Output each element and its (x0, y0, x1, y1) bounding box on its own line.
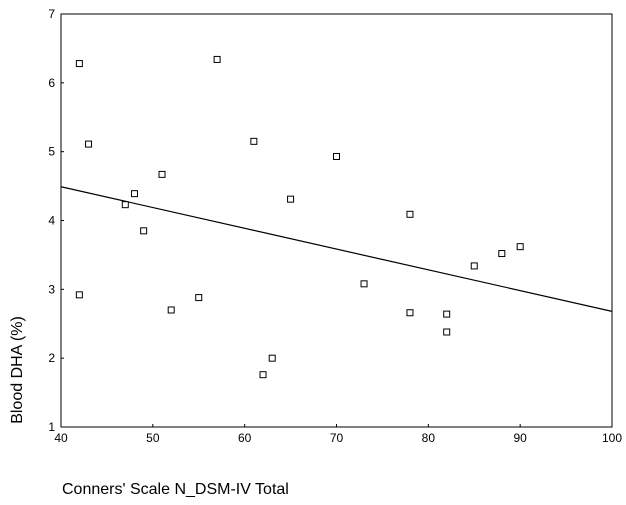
y-axis-title: Blood DHA (%) (9, 316, 26, 424)
data-points (75, 55, 524, 379)
x-tick-label: 40 (54, 431, 68, 445)
data-point (287, 195, 295, 203)
y-tick-label: 5 (48, 145, 55, 159)
y-tick-label: 7 (48, 7, 55, 21)
y-tick-label: 6 (48, 76, 55, 90)
x-tick-label: 90 (513, 431, 527, 445)
data-point (498, 250, 506, 258)
plot-area: 40 50 60 70 80 90 100 1 2 3 4 5 6 7 (48, 7, 622, 445)
data-point (516, 243, 524, 251)
data-point (360, 280, 368, 288)
x-axis-title: Conners' Scale N_DSM-IV Total (62, 481, 289, 498)
y-tick-label: 2 (48, 351, 55, 365)
y-tick-label: 1 (48, 420, 55, 434)
data-point (268, 354, 276, 362)
data-point (158, 170, 166, 178)
data-point (406, 210, 414, 218)
x-tick-label: 100 (602, 431, 622, 445)
plot-frame (60, 13, 613, 428)
x-tick-label: 80 (422, 431, 436, 445)
data-point (167, 306, 175, 314)
data-point (213, 55, 221, 63)
data-point (75, 60, 83, 68)
data-point (140, 227, 148, 235)
data-point (121, 201, 129, 209)
regression-line (60, 186, 613, 312)
data-point (195, 294, 203, 302)
data-point (75, 291, 83, 299)
x-tick-label: 60 (238, 431, 252, 445)
x-tick-label: 70 (330, 431, 344, 445)
data-point (130, 190, 138, 198)
data-point (443, 310, 451, 318)
data-point (406, 309, 414, 317)
data-point (85, 140, 93, 148)
y-axis-ticks: 1 2 3 4 5 6 7 (48, 7, 64, 434)
x-tick-label: 50 (146, 431, 160, 445)
data-point (470, 262, 478, 270)
y-tick-label: 3 (48, 282, 55, 296)
data-point (333, 152, 340, 160)
y-tick-label: 4 (48, 214, 55, 228)
data-point (259, 371, 267, 379)
data-point (250, 137, 258, 145)
data-point (443, 328, 451, 336)
x-axis-ticks: 40 50 60 70 80 90 100 (54, 424, 622, 445)
